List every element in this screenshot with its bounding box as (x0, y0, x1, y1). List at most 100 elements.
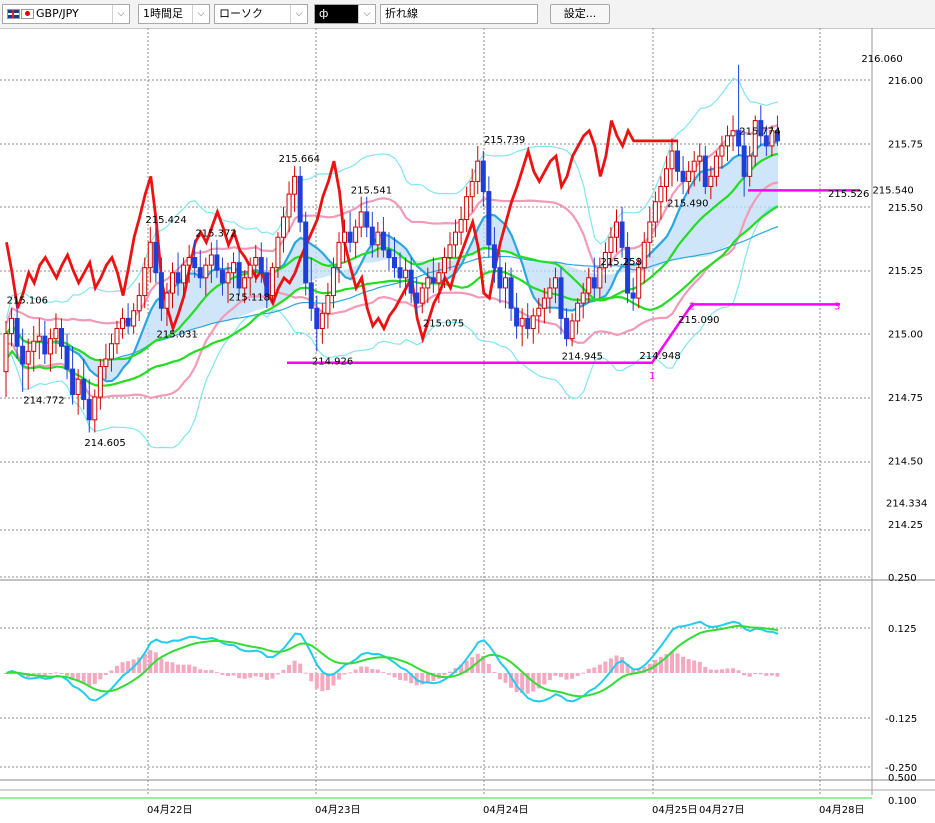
candle-body (486, 191, 492, 246)
histogram-bar (48, 673, 53, 675)
histogram-bar (625, 663, 630, 673)
histogram-bar (386, 673, 391, 675)
histogram-bar (747, 673, 752, 677)
histogram-bar (442, 673, 447, 676)
y-tick-label: 214.75 (888, 393, 923, 404)
annotations: 1 2 3 215.106 214.772 214.605 215.424 215.031 21… (7, 54, 914, 449)
x-tick-label: 04月22日 (147, 804, 192, 816)
histogram-bar (564, 673, 569, 680)
histogram-bar (631, 669, 636, 673)
candle-body (480, 160, 486, 193)
candle-body (380, 231, 386, 251)
candle-body (231, 262, 237, 274)
histogram-bar (736, 670, 741, 673)
histogram-bar (664, 653, 669, 673)
histogram-bar (670, 651, 674, 673)
histogram-bar (686, 659, 691, 673)
oscillator-tick-label: 0.100 (888, 796, 917, 807)
signal-line (6, 624, 779, 698)
candle-body (547, 287, 553, 299)
histogram-bar (37, 673, 42, 675)
chevron-down-icon[interactable]: ⌵ (112, 5, 129, 23)
candle-body (286, 193, 292, 218)
candle-body (164, 292, 170, 309)
histogram-bar (153, 652, 158, 673)
histogram-bar (176, 664, 181, 673)
histogram-bar (714, 669, 719, 673)
candle-body (97, 366, 103, 398)
chart-type-select[interactable]: ローソク ⌵ (214, 4, 308, 24)
histogram-bar (142, 653, 147, 673)
chevron-down-icon[interactable]: ⌵ (358, 5, 375, 23)
indicator-select[interactable]: ф ⌵ (314, 4, 376, 24)
price-annotation: 215.774 (739, 126, 780, 137)
histogram-bar (681, 656, 686, 673)
histogram-bar (226, 673, 230, 676)
candle-body (314, 307, 320, 330)
histogram-bar (364, 666, 369, 673)
histogram-bar (220, 673, 225, 675)
histogram-bar (559, 673, 563, 678)
candle-body (25, 350, 31, 365)
candle-body (336, 241, 342, 269)
histogram-bar (76, 673, 81, 681)
candle-body (197, 267, 203, 279)
x-tick-label: 04月27日 (699, 804, 744, 816)
histogram-bar (425, 673, 430, 683)
histogram-bar (481, 655, 486, 673)
settings-button[interactable]: 設定... (550, 4, 610, 24)
histogram-bar (359, 666, 364, 673)
histogram-bar (581, 672, 586, 674)
price-annotation: 215.490 (667, 198, 708, 209)
histogram-bar (448, 671, 452, 673)
histogram-bar (608, 658, 613, 673)
histogram-bar (92, 673, 97, 685)
histogram-bar (203, 670, 208, 673)
candle-body (497, 267, 503, 289)
histogram-bar (264, 673, 269, 680)
line-type-select[interactable]: 折れ線 (380, 4, 538, 24)
chevron-down-icon[interactable]: ⌵ (290, 5, 307, 23)
candle-body (403, 269, 409, 279)
candle-body (719, 145, 725, 157)
price-annotation: 215.258 (601, 257, 642, 268)
chevron-down-icon[interactable]: ⌵ (192, 5, 209, 23)
histogram-bar (769, 673, 774, 676)
candle-body (663, 168, 669, 188)
candle-body (680, 170, 686, 182)
candle-body (464, 196, 470, 220)
uk-flag-icon (7, 9, 20, 19)
candle-body (208, 254, 214, 266)
candle-body (647, 221, 653, 243)
y-tick-label: 214.25 (888, 520, 923, 531)
histogram-bar (658, 656, 663, 673)
medium-moving-average (5, 152, 779, 362)
price-annotation: 215.031 (157, 330, 198, 341)
japan-flag-icon (21, 9, 34, 19)
histogram-bar (753, 673, 758, 675)
price-annotation: 215.526 (828, 189, 869, 200)
candle-body (47, 338, 53, 355)
lower-moving-average (5, 205, 779, 387)
candle-body (319, 312, 325, 330)
candle-body (525, 317, 531, 330)
histogram-bar (348, 672, 353, 674)
histogram-bar (325, 673, 330, 690)
histogram-bar (742, 673, 747, 676)
histogram-bar (409, 673, 414, 684)
histogram-bar (148, 650, 153, 673)
candle-body (669, 150, 675, 170)
currency-pair-select[interactable]: GBP/JPY ⌵ (2, 4, 130, 24)
candle-body (108, 343, 114, 360)
histogram-bar (275, 673, 280, 675)
candle-body (297, 175, 303, 223)
candle-body (597, 267, 603, 289)
histogram-bar (758, 673, 763, 675)
candle-body (408, 269, 414, 294)
timeframe-select[interactable]: 1時間足 ⌵ (138, 4, 210, 24)
candle-body (192, 257, 198, 269)
histogram-bar (692, 660, 697, 673)
histogram-bar (126, 661, 131, 673)
candle-body (675, 150, 681, 172)
histogram-bar (514, 673, 519, 693)
